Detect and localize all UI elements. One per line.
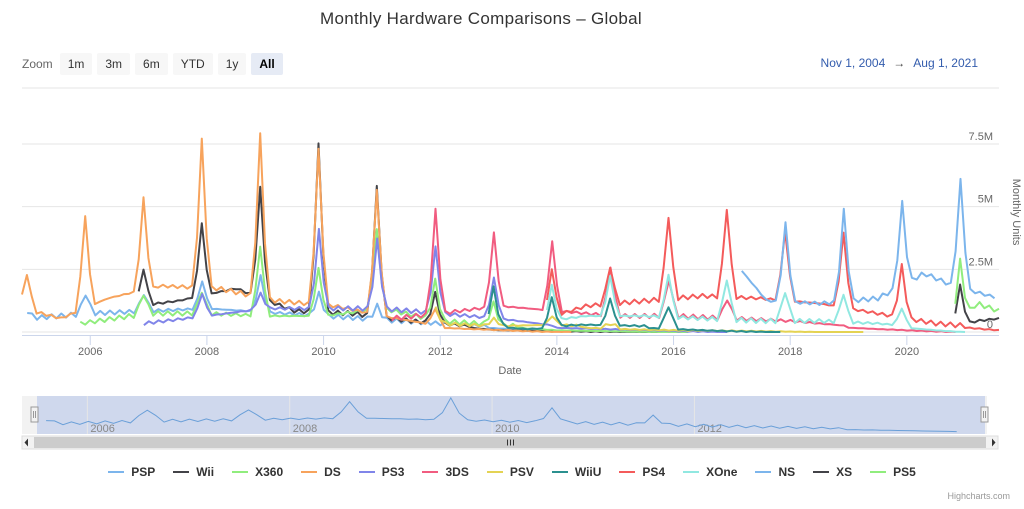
legend-item-x360[interactable]: X360 <box>223 465 292 479</box>
series-line-xs[interactable] <box>954 283 1000 324</box>
legend-label: XS <box>836 465 853 479</box>
range-to-input[interactable]: Aug 1, 2021 <box>913 56 978 70</box>
zoom-label: Zoom <box>22 57 53 71</box>
legend-label: PS4 <box>642 465 666 479</box>
series-line-wiiu[interactable] <box>487 285 781 333</box>
legend-swatch-icon <box>870 471 887 473</box>
legend-label: DS <box>324 465 341 479</box>
series-line-ns[interactable] <box>741 177 996 306</box>
legend-swatch-icon <box>551 471 568 473</box>
credits-link[interactable]: Highcharts.com <box>947 491 1010 501</box>
legend-item-ds[interactable]: DS <box>292 465 350 479</box>
legend-label: PSV <box>509 465 534 479</box>
x-tick-label: 2008 <box>195 346 219 358</box>
legend-swatch-icon <box>108 471 125 473</box>
navigator-tick-label: 2008 <box>293 423 317 435</box>
zoom-3m-button[interactable]: 3m <box>97 53 131 75</box>
legend-item-ps3[interactable]: PS3 <box>350 465 414 479</box>
y-tick-label: 2.5M <box>969 256 993 268</box>
legend-label: NS <box>778 465 796 479</box>
scroll-right-icon[interactable] <box>992 438 996 447</box>
y-axis: 0 2.5M 5M 7.5M <box>969 131 993 331</box>
scrollbar-grip-icon <box>507 439 514 446</box>
legend-swatch-icon <box>422 471 439 473</box>
x-axis-title: Date <box>498 365 521 377</box>
date-range: Nov 1, 2004 → Aug 1, 2021 <box>821 56 978 70</box>
plot-area <box>21 132 1000 333</box>
legend-swatch-icon <box>173 471 190 473</box>
legend-item-xs[interactable]: XS <box>804 465 861 479</box>
y-tick-label: 5M <box>978 194 993 206</box>
navigator-ticks: 2006 2008 2010 2012 <box>86 396 722 435</box>
zoom-1y-button[interactable]: 1y <box>217 53 247 75</box>
legend-label: PS5 <box>893 465 916 479</box>
legend: PSP Wii X360 DS PS3 3DS PSV WiiU PS4 XOne NS XS PS5 <box>0 465 1024 479</box>
legend-label: Wii <box>196 465 215 479</box>
legend-swatch-icon <box>619 471 636 473</box>
legend-item-ps5[interactable]: PS5 <box>861 465 925 479</box>
y-tick-label: 0 <box>987 319 993 331</box>
x-tick-label: 2014 <box>545 346 569 358</box>
scroll-left-icon[interactable] <box>24 438 29 447</box>
series-line-psp[interactable] <box>27 274 553 333</box>
zoom-ytd-button[interactable]: YTD <box>172 53 213 75</box>
legend-label: 3DS <box>445 465 469 479</box>
x-axis: 2006 2008 2010 2012 2014 2016 2018 2020 <box>22 335 999 358</box>
legend-label: WiiU <box>574 465 602 479</box>
navigator-left-handle[interactable] <box>30 406 39 423</box>
legend-item-3ds[interactable]: 3DS <box>413 465 477 479</box>
navigator-series <box>46 396 957 433</box>
series-line-wii[interactable] <box>137 142 674 333</box>
x-tick-label: 2010 <box>311 346 335 358</box>
series-line-ps4[interactable] <box>546 208 1000 332</box>
legend-item-ps4[interactable]: PS4 <box>610 465 674 479</box>
x-tick-label: 2016 <box>661 346 685 358</box>
zoom-6m-button[interactable]: 6m <box>135 53 168 75</box>
y-tick-label: 7.5M <box>969 131 993 143</box>
legend-item-xone[interactable]: XOne <box>674 465 746 479</box>
series-line-ds[interactable] <box>21 132 572 333</box>
legend-item-psp[interactable]: PSP <box>99 465 164 479</box>
legend-label: PS3 <box>381 465 405 479</box>
series-line-ps5[interactable] <box>954 257 1000 313</box>
legend-label: X360 <box>255 465 284 479</box>
zoom-all-button[interactable]: All <box>251 53 283 75</box>
scrollbar[interactable] <box>21 435 999 450</box>
navigator-right-handle[interactable] <box>980 406 989 423</box>
legend-swatch-icon <box>813 471 830 473</box>
legend-item-wii[interactable]: Wii <box>164 465 223 479</box>
navigator-tick-label: 2010 <box>495 423 519 435</box>
chart-title: Monthly Hardware Comparisons – Global <box>320 9 642 28</box>
range-arrow: → <box>893 56 906 70</box>
y-axis-title: Monthly Units <box>1010 179 1022 246</box>
x-tick-label: 2018 <box>778 346 802 358</box>
legend-label: PSP <box>131 465 156 479</box>
zoom-1m-button[interactable]: 1m <box>59 53 93 75</box>
navigator-mask[interactable] <box>37 396 985 434</box>
x-tick-label: 2006 <box>78 346 102 358</box>
x-tick-label: 2012 <box>428 346 452 358</box>
legend-item-ns[interactable]: NS <box>746 465 804 479</box>
legend-label: XOne <box>706 465 738 479</box>
legend-swatch-icon <box>301 471 318 473</box>
x-tick-label: 2020 <box>895 346 919 358</box>
legend-item-psv[interactable]: PSV <box>478 465 543 479</box>
legend-item-wiiu[interactable]: WiiU <box>543 465 611 479</box>
legend-swatch-icon <box>232 471 249 473</box>
legend-swatch-icon <box>358 471 375 473</box>
legend-swatch-icon <box>486 471 503 473</box>
legend-swatch-icon <box>683 471 700 473</box>
navigator[interactable]: 2006 2008 2010 2012 <box>22 396 989 435</box>
range-selector: Zoom 1m 3m 6m YTD 1y All <box>22 53 283 75</box>
legend-swatch-icon <box>755 471 772 473</box>
navigator-tick-label: 2006 <box>90 423 114 435</box>
series-line-xone[interactable] <box>546 273 966 333</box>
range-from-input[interactable]: Nov 1, 2004 <box>820 56 886 70</box>
